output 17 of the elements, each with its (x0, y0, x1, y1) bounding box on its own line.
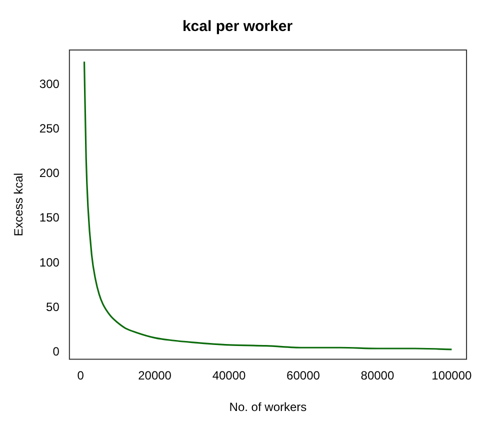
y-axis-title: Excess kcal (12, 172, 26, 236)
y-tick-label: 0 (52, 344, 60, 358)
x-tick-label: 60000 (286, 368, 320, 383)
line-series (83, 60, 452, 350)
x-tick-label: 20000 (138, 368, 172, 383)
x-tick-label: 0 (77, 368, 84, 383)
x-tick-label: 40000 (212, 368, 246, 383)
y-tick-label: 50 (46, 300, 60, 314)
x-tick-label: 100000 (432, 368, 472, 383)
chart-title: kcal per worker (182, 18, 293, 36)
y-tick-label: 150 (39, 210, 60, 225)
y-tick-label: 250 (39, 122, 60, 136)
y-tick-label: 200 (39, 166, 60, 180)
y-tick-label: 100 (39, 255, 60, 270)
y-tick-label: 300 (39, 77, 60, 92)
x-axis-title: No. of workers (229, 400, 307, 414)
x-tick-label: 80000 (360, 368, 394, 383)
